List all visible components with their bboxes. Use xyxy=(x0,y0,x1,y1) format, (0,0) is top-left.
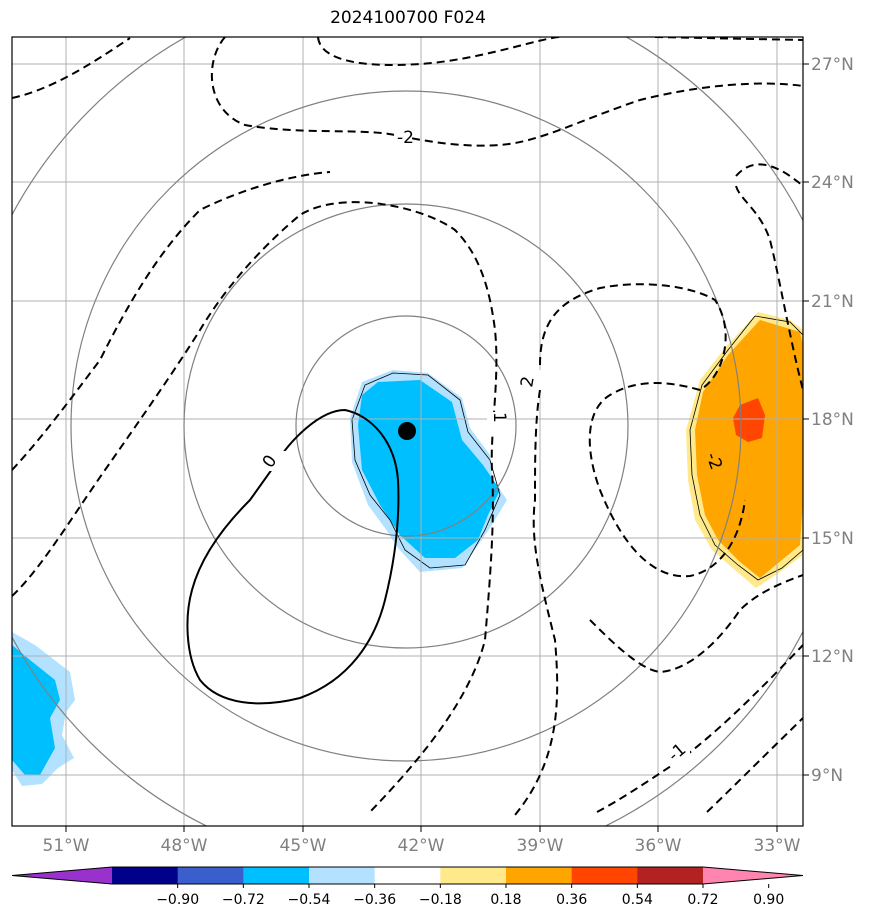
contour-label-2-mid: 2 xyxy=(517,375,539,389)
lon-label: 36°W xyxy=(635,836,682,856)
colorbar-extend-low xyxy=(12,867,112,884)
lat-label: 12°N xyxy=(811,647,854,667)
lon-label: 42°W xyxy=(398,836,445,856)
colorbar-extend-high xyxy=(703,867,803,884)
colorbar-segment xyxy=(177,867,244,884)
colorbar-tick-label: −0.36 xyxy=(353,892,396,908)
map-frame xyxy=(11,36,804,827)
longitude-labels: 51°W 48°W 45°W 42°W 39°W 36°W 33°W xyxy=(43,836,801,856)
lat-label: 21°N xyxy=(811,292,854,312)
contour-label-1-center: 1 xyxy=(489,412,509,423)
colorbar-tick-label: −0.54 xyxy=(288,892,331,908)
lat-label: 15°N xyxy=(811,529,854,549)
colorbar-tick-label: 0.90 xyxy=(753,892,784,908)
lat-label: 9°N xyxy=(811,766,843,786)
latitude-labels: 27°N 24°N 21°N 18°N 15°N 12°N 9°N xyxy=(811,55,854,786)
colorbar-segment xyxy=(309,867,376,884)
map-plot-area: -2 2 1 0 -2 -1 xyxy=(12,37,803,826)
lat-label: 18°N xyxy=(811,410,854,430)
storm-center-marker xyxy=(398,422,416,440)
colorbar-segment xyxy=(112,867,179,884)
lon-label: 45°W xyxy=(280,836,327,856)
colorbar-tick-label: 0.72 xyxy=(687,892,718,908)
colorbar-tick-label: −0.90 xyxy=(156,892,199,908)
contour-label-neg2-right: -2 xyxy=(701,450,726,473)
colorbar-segment xyxy=(637,867,704,884)
tick-marks xyxy=(65,63,809,832)
colorbar-tick-label: 0.36 xyxy=(556,892,587,908)
lat-label: 27°N xyxy=(811,55,854,75)
lat-label: 24°N xyxy=(811,173,854,193)
colorbar-segment xyxy=(243,867,310,884)
dashed-contours xyxy=(12,37,803,816)
colorbar-segment xyxy=(506,867,573,884)
lon-label: 48°W xyxy=(161,836,208,856)
colorbar-outline xyxy=(11,866,804,885)
lon-label: 51°W xyxy=(43,836,90,856)
colorbar-segment xyxy=(440,867,507,884)
colorbar-segment xyxy=(571,867,638,884)
lon-label: 33°W xyxy=(754,836,801,856)
shading-center-blue xyxy=(350,370,507,572)
lon-label: 39°W xyxy=(517,836,564,856)
colorbar-tick-label: 0.18 xyxy=(490,892,521,908)
shading-left-blue xyxy=(12,632,75,786)
colorbar-tick-label: −0.72 xyxy=(222,892,265,908)
map-title: 2024100700 F024 xyxy=(330,8,486,28)
range-rings xyxy=(12,37,803,826)
shading-right-warm xyxy=(686,312,803,588)
colorbar: −0.90 −0.72 −0.54 −0.36 −0.18 0.18 0.36 0.54 0.7… xyxy=(11,866,804,908)
zero-contour xyxy=(186,408,400,705)
contour-label-neg2-top: -2 xyxy=(397,128,414,148)
colorbar-tick-label: 0.54 xyxy=(622,892,653,908)
colorbar-tick-label: −0.18 xyxy=(419,892,462,908)
colorbar-segment xyxy=(374,867,441,884)
